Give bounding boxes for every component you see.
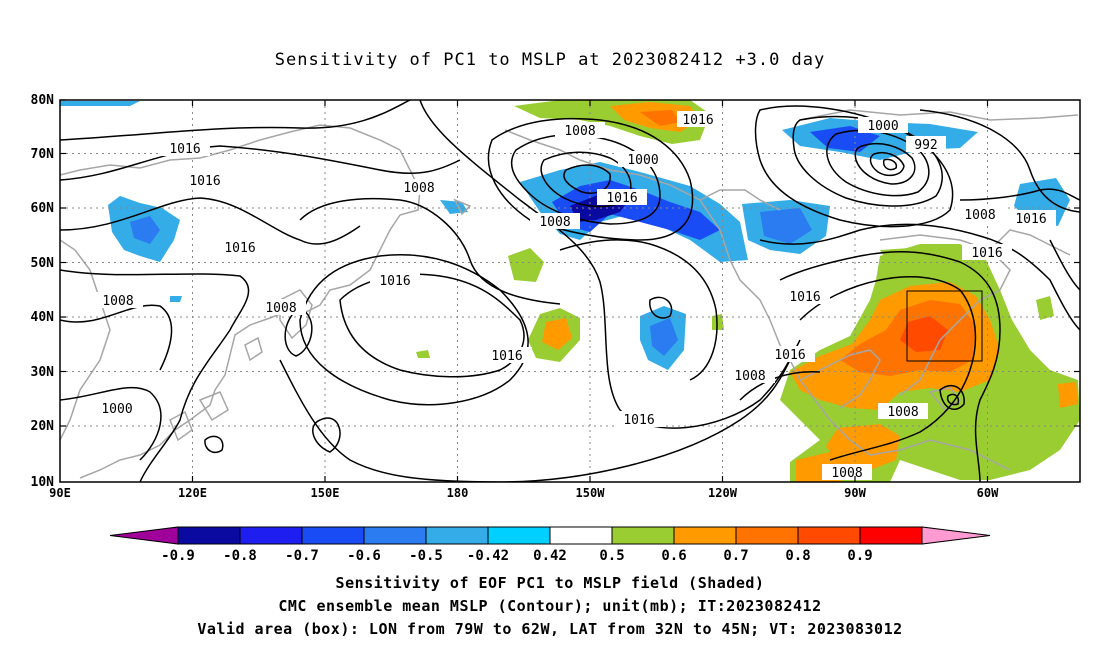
colorbar-label: -0.5	[409, 548, 443, 564]
colorbar-segment	[363, 526, 427, 545]
contour-label: 1000	[867, 119, 898, 134]
shade-orange	[1058, 382, 1078, 408]
contour-label: 1016	[491, 349, 522, 364]
colorbar-segment	[301, 526, 365, 545]
colorbar-label: -0.42	[467, 548, 509, 564]
shade-orange	[416, 350, 430, 358]
shade-orange	[712, 314, 724, 330]
contour-label: 1016	[971, 246, 1002, 261]
footer-line-3: Valid area (box): LON from 79W to 62W, L…	[197, 620, 903, 638]
lat-label: 20N	[31, 419, 55, 434]
colorbar-label: 0.42	[533, 548, 567, 564]
lon-label: 60W	[977, 486, 999, 500]
plot-frame	[59, 99, 1081, 483]
colorbar-left-triangle	[109, 526, 179, 545]
lat-label: 30N	[31, 365, 55, 380]
colorbar-segment	[549, 526, 613, 545]
colorbar-segment	[673, 526, 737, 545]
lon-label: 120W	[708, 486, 738, 500]
contour-label: 1016	[623, 413, 654, 428]
lat-label: 10N	[31, 475, 55, 490]
shade-orange	[640, 110, 680, 126]
shade-orange	[1036, 296, 1054, 320]
contour-labels: 1016 1008 1000 1016 992 1000 1016 1008 1…	[92, 111, 1056, 481]
footer-line-2: CMC ensemble mean MSLP (Contour); unit(m…	[278, 597, 822, 615]
shade-blue	[552, 180, 720, 240]
colorbar-label: -0.6	[347, 548, 381, 564]
colorbar-label: 0.5	[599, 548, 624, 564]
plot-title: Sensitivity of PC1 to MSLP at 2023082412…	[274, 50, 826, 70]
shade-blue	[60, 101, 140, 106]
contour-label: 1000	[101, 402, 132, 417]
contour-label: 1008	[887, 405, 918, 420]
contour-label: 1016	[789, 290, 820, 305]
lat-label: 70N	[31, 147, 55, 162]
footer-line-1: Sensitivity of EOF PC1 to MSLP field (Sh…	[335, 574, 765, 592]
colorbar-label: -0.8	[223, 548, 257, 564]
colorbar-segment	[177, 526, 241, 545]
colorbar-segment	[487, 526, 551, 545]
contour-label: 1008	[539, 215, 570, 230]
lat-label: 80N	[31, 93, 55, 108]
shade-blue	[650, 318, 678, 356]
colorbar-label: -0.9	[161, 548, 195, 564]
contour-label: 1008	[831, 466, 862, 481]
lat-label: 50N	[31, 256, 55, 271]
colorbar: -0.9 -0.8 -0.7 -0.6 -0.5 -0.42 0.42 0.5 0.6 0.7 0.…	[109, 526, 991, 564]
lat-label: 60N	[31, 201, 55, 216]
shade-blue	[760, 208, 812, 244]
contour-label: 1008	[265, 301, 296, 316]
contour-label: 1016	[1015, 212, 1046, 227]
lat-label: 40N	[31, 310, 55, 325]
contour-label: 1016	[224, 241, 255, 256]
colorbar-segment	[239, 526, 303, 545]
contour-label: 1008	[734, 369, 765, 384]
shaded-regions	[60, 100, 1080, 482]
colorbar-label: 0.7	[723, 548, 748, 564]
shade-orange	[900, 316, 948, 352]
contour-label: 1016	[189, 174, 220, 189]
longitude-labels: 90E 120E 150E 180 150W 120W 90W 60W	[49, 486, 999, 500]
colorbar-label: 0.9	[847, 548, 872, 564]
lon-label: 90W	[844, 486, 866, 500]
colorbar-segment	[425, 526, 489, 545]
lon-label: 180	[447, 486, 469, 500]
contour-label: 1016	[606, 191, 637, 206]
colorbar-segment	[735, 526, 799, 545]
lon-label: 150E	[311, 486, 340, 500]
colorbar-label: 0.6	[661, 548, 686, 564]
axis-ticks	[60, 99, 1080, 482]
shade-orange	[508, 248, 544, 282]
colorbar-label: -0.7	[285, 548, 319, 564]
contour-label: 1008	[964, 208, 995, 223]
contour-label: 1008	[564, 124, 595, 139]
mslp-contours	[60, 100, 1080, 482]
contour-label: 1016	[379, 274, 410, 289]
contour-label: 1008	[102, 294, 133, 309]
colorbar-segment	[859, 526, 923, 545]
colorbar-label: 0.8	[785, 548, 810, 564]
shade-blue	[130, 216, 160, 244]
contour-label: 1016	[169, 142, 200, 157]
lon-label: 150W	[576, 486, 606, 500]
lon-label: 90E	[49, 486, 71, 500]
coastlines	[60, 109, 1079, 479]
colorbar-segment	[797, 526, 861, 545]
contour-label: 992	[914, 138, 937, 153]
contour-label: 1016	[774, 348, 805, 363]
colorbar-segment	[611, 526, 675, 545]
latitude-labels: 80N 70N 60N 50N 40N 30N 20N 10N	[31, 93, 55, 490]
valid-area-box	[906, 290, 983, 362]
contour-label: 1000	[627, 153, 658, 168]
contour-label: 1016	[682, 113, 713, 128]
lon-label: 120E	[178, 486, 207, 500]
shade-orange	[542, 318, 572, 350]
shade-blue	[170, 296, 182, 302]
contour-label: 1008	[403, 181, 434, 196]
colorbar-right-triangle	[921, 526, 991, 545]
